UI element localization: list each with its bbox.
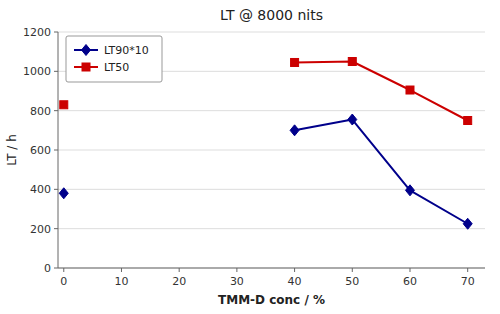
y-tick-label: 1000 xyxy=(23,65,51,78)
point xyxy=(348,58,356,66)
y-tick xyxy=(54,110,58,111)
y-tick-label: 800 xyxy=(30,105,51,118)
legend-marker xyxy=(82,45,91,56)
legend-marker xyxy=(82,63,90,71)
point xyxy=(464,117,472,125)
x-tick xyxy=(352,268,353,272)
grid-line xyxy=(58,110,485,111)
point xyxy=(406,86,414,94)
y-tick-label: 600 xyxy=(30,144,51,157)
grid-line xyxy=(58,268,485,269)
y-axis-label: LT / h xyxy=(5,134,19,166)
title: LT @ 8000 nits xyxy=(220,7,323,23)
legend-label: LT90*10 xyxy=(104,44,149,57)
x-tick xyxy=(236,268,237,272)
x-tick-label: 50 xyxy=(345,275,359,288)
y-tick xyxy=(54,228,58,229)
point xyxy=(405,185,414,196)
x-axis-label: TMM-D conc / % xyxy=(218,293,325,307)
x-tick-label: 30 xyxy=(230,275,244,288)
x-tick xyxy=(294,268,295,272)
y-tick-label: 400 xyxy=(30,183,51,196)
x-tick xyxy=(63,268,64,272)
x-tick xyxy=(409,268,410,272)
x-axis xyxy=(58,268,485,269)
series-line xyxy=(295,62,468,121)
grid-line xyxy=(58,150,485,151)
x-tick-label: 70 xyxy=(461,275,475,288)
x-tick xyxy=(179,268,180,272)
legend-box xyxy=(66,36,162,82)
y-tick-label: 200 xyxy=(30,223,51,236)
grid-line xyxy=(58,189,485,190)
chart: 0 200 400 600 800 1000 1200 0 10 20 30 40 50 60 70 LT @… xyxy=(0,0,500,314)
point xyxy=(59,188,68,199)
y-tick-label: 1200 xyxy=(23,26,51,39)
y-tick xyxy=(54,268,58,269)
point xyxy=(290,125,299,136)
x-tick-label: 40 xyxy=(288,275,302,288)
y-axis xyxy=(58,32,59,268)
x-tick-label: 0 xyxy=(60,275,67,288)
x-tick xyxy=(121,268,122,272)
grid-line xyxy=(58,228,485,229)
point xyxy=(291,58,299,66)
series-line xyxy=(295,120,468,224)
y-tick xyxy=(54,71,58,72)
point xyxy=(463,218,472,229)
plot-area xyxy=(59,58,472,230)
y-tick xyxy=(54,32,58,33)
point xyxy=(60,101,68,109)
grid-line xyxy=(58,32,485,33)
x-tick-label: 60 xyxy=(403,275,417,288)
x-tick xyxy=(467,268,468,272)
legend-label: LT50 xyxy=(104,61,129,74)
y-tick xyxy=(54,150,58,151)
point xyxy=(348,114,357,125)
y-tick-label: 0 xyxy=(44,262,51,275)
x-tick-label: 10 xyxy=(114,275,128,288)
y-tick xyxy=(54,189,58,190)
legend: LT90*10 LT50 xyxy=(66,36,162,82)
x-tick-label: 20 xyxy=(172,275,186,288)
